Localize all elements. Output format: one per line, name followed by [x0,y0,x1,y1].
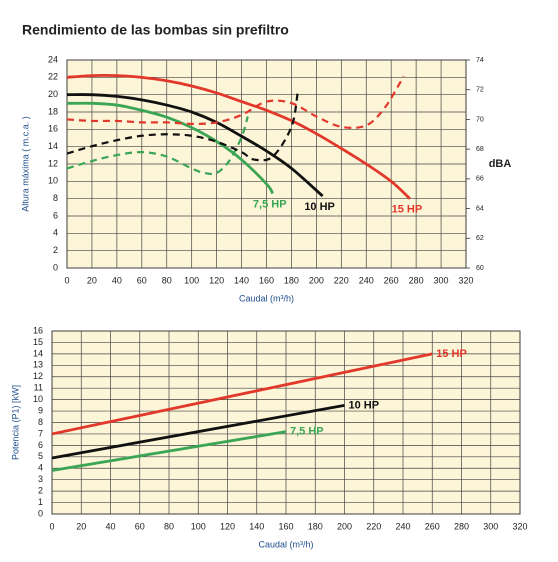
x-tick-label: 280 [409,275,424,285]
x-tick-label: 140 [249,521,264,531]
x-tick-label: 0 [64,275,69,285]
y2-tick-label: 62 [476,235,484,242]
series-label: 7,5 HP [290,426,324,438]
x-tick-label: 100 [184,275,199,285]
y2-tick-label: 72 [476,87,484,94]
x-tick-label: 40 [105,521,115,531]
y-tick-label: 11 [34,383,43,393]
y2-tick-label: 68 [476,146,484,153]
series-label: 10 HP [304,201,335,213]
y-axis-label: Potencia (P1) [kW] [10,385,20,460]
y2-tick-label: 64 [476,205,484,212]
x-tick-label: 60 [135,521,145,531]
x-tick-label: 280 [454,521,469,531]
data-line [66,73,411,200]
x-tick-label: 180 [308,521,323,531]
x-tick-label: 220 [366,521,381,531]
y-tick-label: 9 [38,405,43,415]
y-tick-label: 4 [38,463,43,473]
x-tick-label: 140 [234,275,249,285]
x-tick-label: 80 [164,521,174,531]
y-tick-label: 2 [38,486,43,496]
y-tick-label: 13 [33,360,43,370]
x-tick-label: 320 [458,275,473,285]
x-tick-label: 20 [76,521,86,531]
x-tick-label: 160 [259,275,274,285]
x-tick-label: 200 [309,275,324,285]
data-line [66,75,405,129]
y-tick-label: 0 [38,508,43,518]
y-tick-label: 12 [33,371,43,381]
y-tick-label: 10 [48,176,58,186]
series-label: 10 HP [349,399,380,411]
y-tick-label: 2 [53,245,58,255]
x-tick-label: 300 [434,275,449,285]
y-tick-label: 10 [33,394,43,404]
x-tick-label: 40 [112,275,122,285]
data-line [66,116,249,176]
y-tick-label: 8 [38,417,43,427]
y-tick-label: 14 [48,141,58,151]
y-tick-label: 15 [33,337,43,347]
y-tick-label: 0 [53,262,58,272]
x-tick-label: 180 [284,275,299,285]
x-tick-label: 160 [278,521,293,531]
y-tick-label: 7 [38,428,43,438]
y-tick-label: 18 [48,106,58,116]
y2-tick-label: 74 [476,57,484,64]
data-line [51,352,433,436]
x-tick-label: 320 [512,521,527,531]
y-axis-label: Altura máxima ( m.c.a. ) [20,116,30,212]
y-tick-label: 20 [48,89,58,99]
x-tick-label: 100 [191,521,206,531]
data-line [51,403,345,460]
x-tick-label: 240 [395,521,410,531]
y2-tick-label: 60 [476,265,484,272]
x-tick-label: 120 [209,275,224,285]
y-tick-label: 3 [38,474,43,484]
y-tick-label: 24 [48,54,58,64]
y-tick-label: 16 [33,325,43,335]
y-tick-label: 22 [48,72,58,82]
x-tick-label: 20 [87,275,97,285]
x-tick-label: 300 [483,521,498,531]
x-tick-label: 260 [425,521,440,531]
data-line [51,430,287,472]
y-tick-label: 8 [53,193,58,203]
y-tick-label: 4 [53,228,58,238]
x-tick-label: 120 [220,521,235,531]
data-line [66,101,274,195]
data-line [66,92,299,162]
series-label: 7,5 HP [253,198,287,210]
x-tick-label: 240 [359,275,374,285]
x-tick-label: 200 [337,521,352,531]
x-tick-label: 0 [49,521,54,531]
x-tick-label: 260 [384,275,399,285]
x-axis-label: Caudal (m³/h) [239,293,294,303]
series-label: 15 HP [436,348,467,360]
y-tick-label: 6 [38,440,43,450]
y-tick-label: 14 [33,348,43,358]
y-tick-label: 12 [48,158,58,168]
y2-tick-label: 66 [476,176,484,183]
chart-title: Rendimiento de las bombas sin prefiltro [22,22,289,38]
y2-axis-label: dBA [489,158,512,170]
x-tick-label: 80 [162,275,172,285]
y-tick-label: 1 [38,497,43,507]
x-tick-label: 220 [334,275,349,285]
y-tick-label: 6 [53,210,58,220]
x-axis-label: Caudal (m³/h) [258,539,313,549]
y2-tick-label: 70 [476,116,484,123]
data-line [66,93,324,198]
y-tick-label: 16 [48,124,58,134]
series-label: 15 HP [392,204,423,216]
y-tick-label: 5 [38,451,43,461]
x-tick-label: 60 [137,275,147,285]
